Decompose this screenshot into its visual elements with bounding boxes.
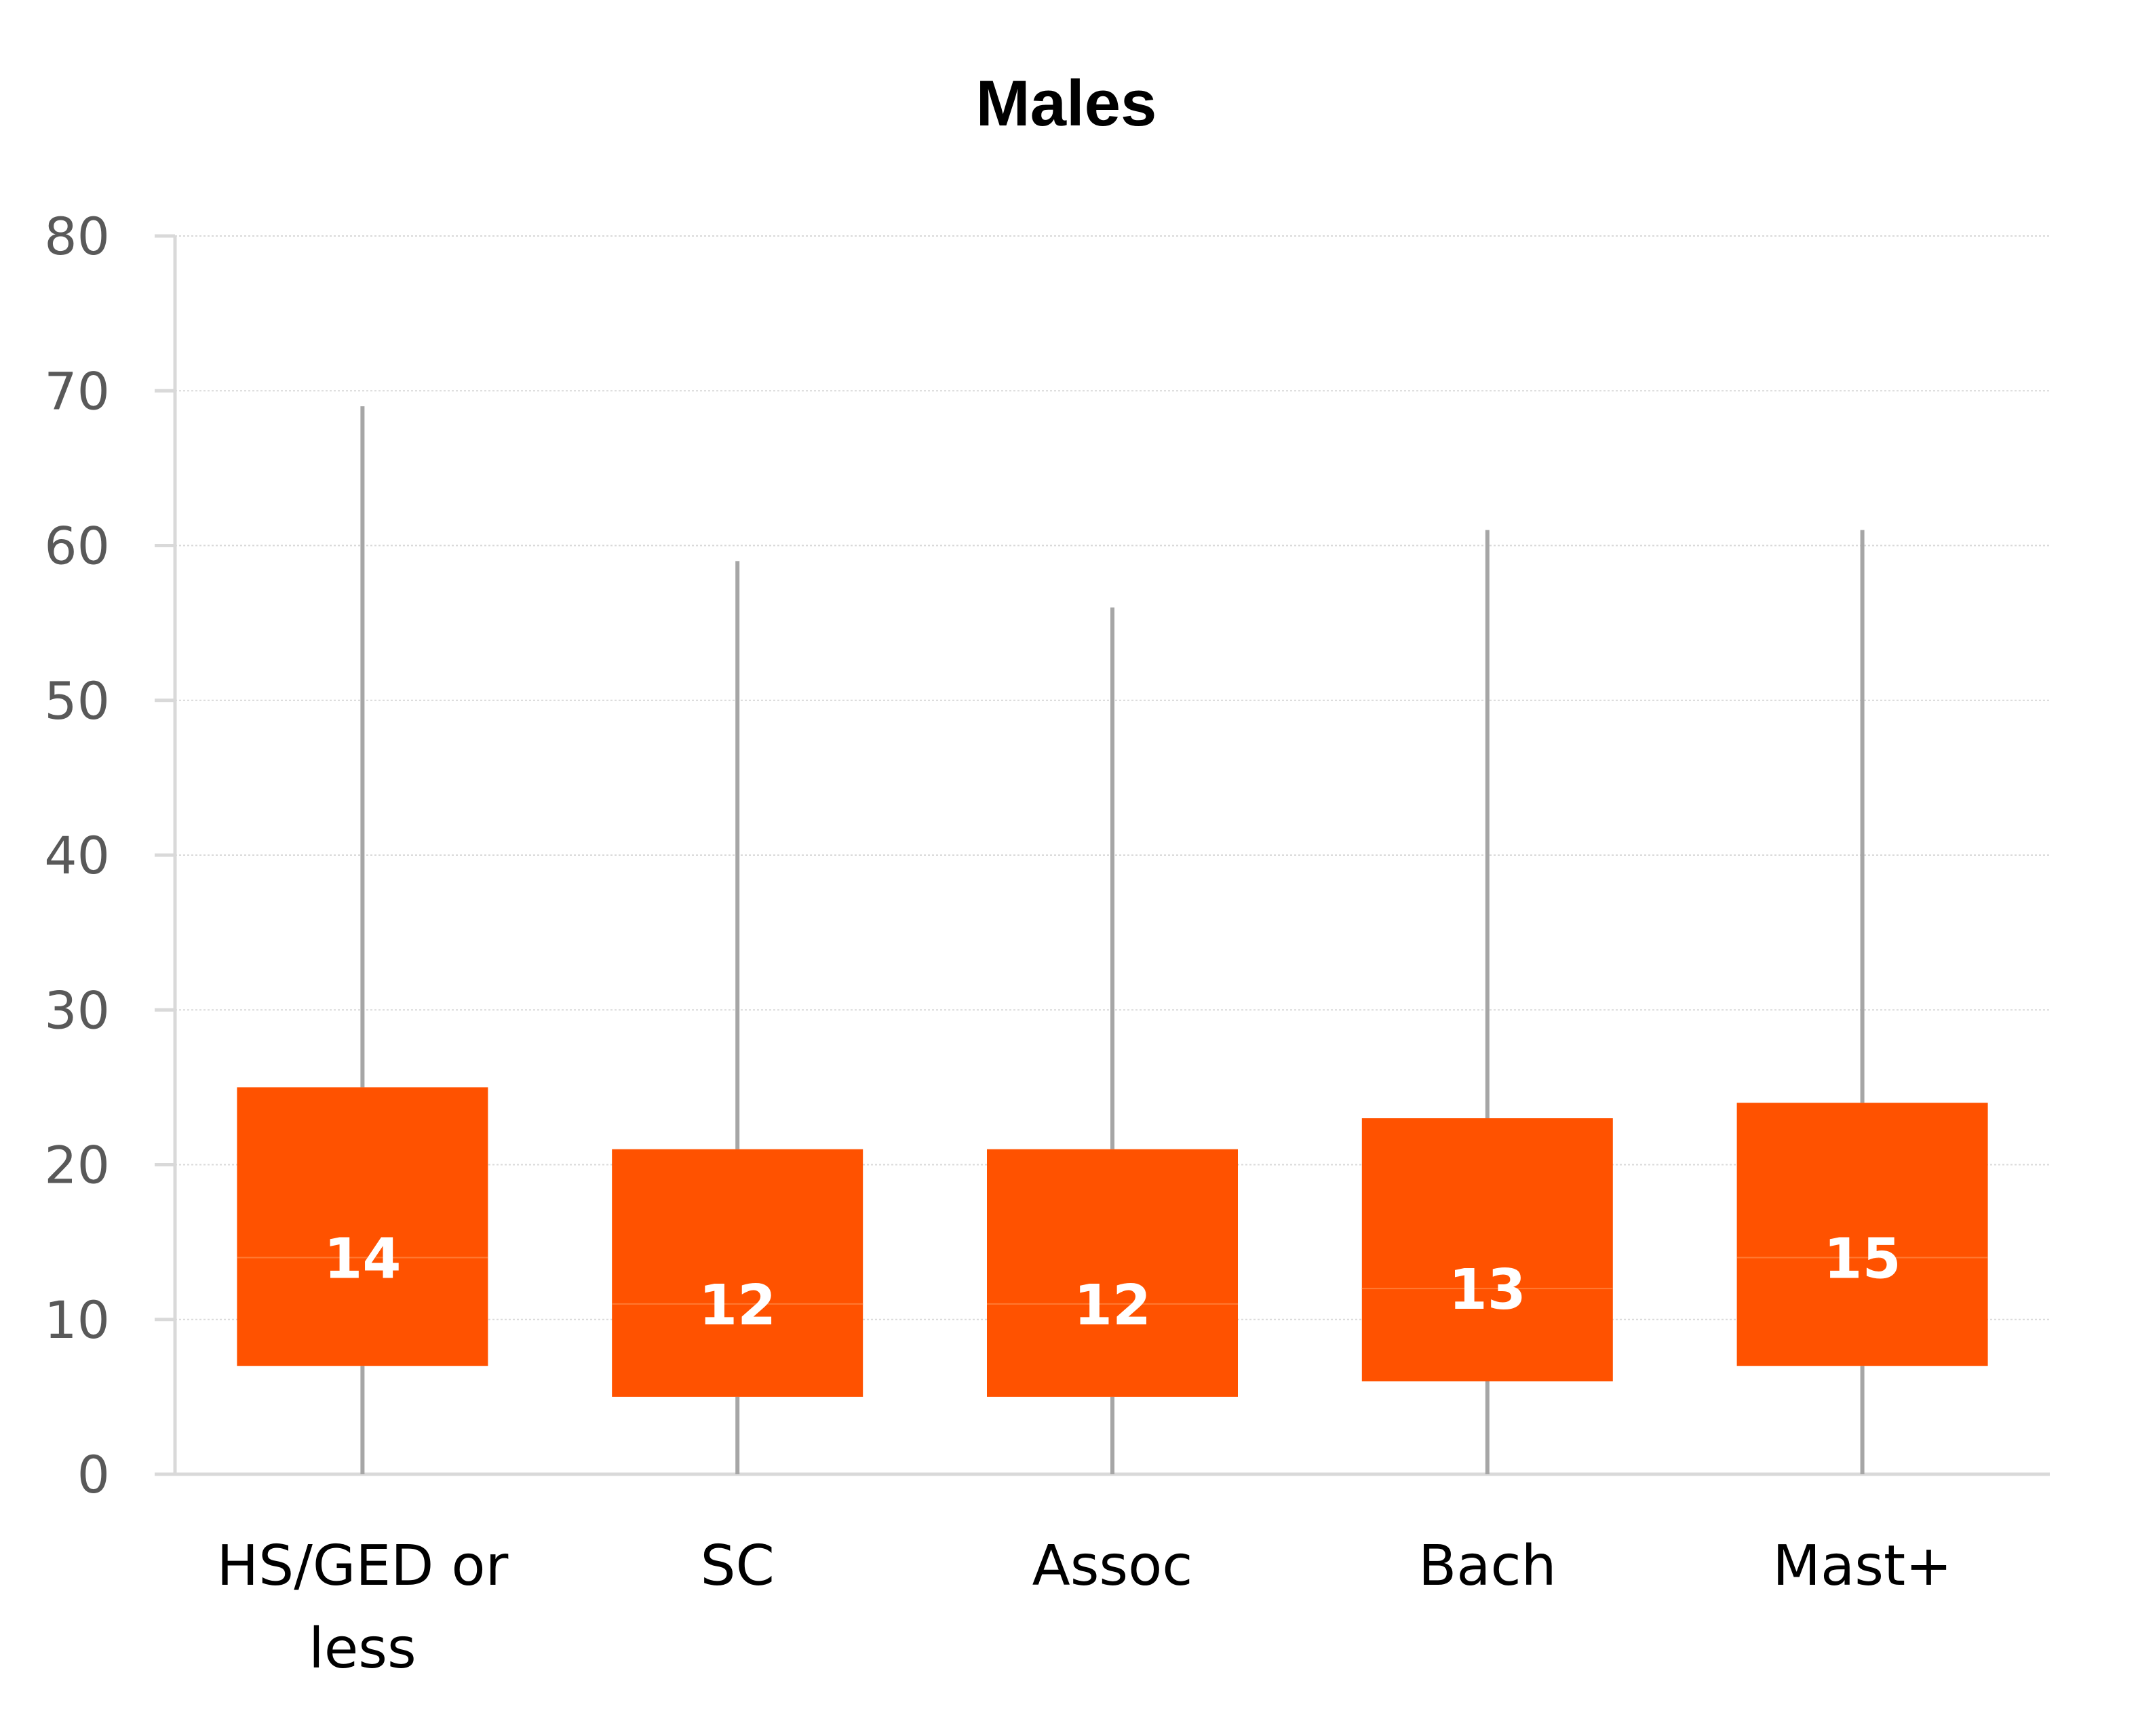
box-iqr — [987, 1149, 1238, 1397]
box-group: 13 — [1361, 530, 1613, 1474]
x-category-label: less — [309, 1617, 416, 1681]
y-tick-label: 30 — [44, 980, 110, 1040]
x-category-label: Assoc — [1032, 1534, 1193, 1598]
x-category-label: HS/GED or — [217, 1534, 509, 1598]
box-group: 15 — [1736, 530, 1988, 1474]
category-labels: HS/GED or less SC Assoc Bach Mast+ — [217, 1534, 1952, 1681]
box-group: 12 — [612, 561, 863, 1474]
y-tick-labels: 0 10 20 30 40 50 60 70 80 — [44, 206, 110, 1505]
x-category-label: Mast+ — [1772, 1534, 1952, 1598]
chart-title: Males — [976, 67, 1157, 140]
y-tick-label: 60 — [44, 516, 110, 576]
box-iqr — [612, 1149, 863, 1397]
axes — [155, 234, 2050, 1476]
box-data-label: 15 — [1824, 1227, 1901, 1291]
box-data-label: 12 — [699, 1274, 776, 1338]
box-group: 12 — [987, 607, 1238, 1474]
y-tick-label: 50 — [44, 671, 110, 731]
y-tick-label: 20 — [44, 1135, 110, 1196]
box-group: 14 — [237, 406, 488, 1474]
y-tick-label: 40 — [44, 825, 110, 886]
x-category-label: SC — [701, 1534, 775, 1598]
box-data-label: 14 — [324, 1227, 401, 1291]
box-iqr — [237, 1087, 488, 1366]
boxes: 14 12 12 13 15 — [237, 406, 1988, 1474]
y-tick-label: 80 — [44, 206, 110, 267]
box-data-label: 12 — [1074, 1274, 1151, 1338]
y-tick-label: 70 — [44, 361, 110, 421]
x-category-label: Bach — [1418, 1534, 1557, 1598]
y-tick-label: 10 — [44, 1290, 110, 1350]
y-tick-label: 0 — [77, 1444, 110, 1505]
box-iqr — [1736, 1103, 1988, 1366]
box-data-label: 13 — [1449, 1258, 1526, 1322]
box-iqr — [1361, 1118, 1613, 1382]
